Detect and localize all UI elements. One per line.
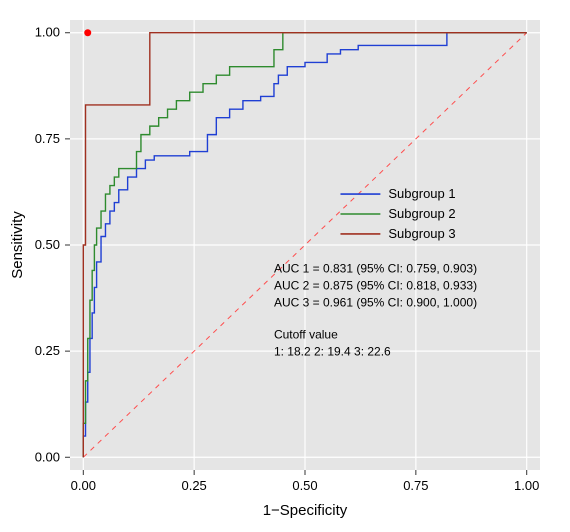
- y-tick-label: 1.00: [35, 25, 60, 40]
- legend-label: Subgroup 2: [388, 206, 455, 221]
- x-tick-label: 0.00: [71, 478, 96, 493]
- x-tick-label: 1.00: [514, 478, 539, 493]
- x-tick-label: 0.75: [403, 478, 428, 493]
- roc-svg: 0.00 0.25 0.50 0.75 1.00 0.00 0.25 0.50 0.75 1.00…: [0, 0, 570, 532]
- y-tick-label: 0.25: [35, 343, 60, 358]
- x-tick-label: 0.50: [292, 478, 317, 493]
- y-tick-label: 0.75: [35, 131, 60, 146]
- y-tick-label: 0.50: [35, 237, 60, 252]
- annotation-text: Cutoff value: [274, 327, 338, 341]
- annotation-text: AUC 3 = 0.961 (95% CI: 0.900, 1.000): [274, 296, 477, 310]
- x-tick-label: 0.25: [181, 478, 206, 493]
- annotation-text: 1: 18.2 2: 19.4 3: 22.6: [274, 344, 391, 358]
- optimal-point: [84, 29, 91, 36]
- x-axis-label: 1−Specificity: [263, 502, 348, 519]
- legend-label: Subgroup 3: [388, 226, 455, 241]
- y-tick-label: 0.00: [35, 449, 60, 464]
- legend-label: Subgroup 1: [388, 186, 455, 201]
- y-axis-label: Sensitivity: [9, 211, 26, 279]
- annotation-text: AUC 2 = 0.875 (95% CI: 0.818, 0.933): [274, 279, 477, 293]
- annotation-text: AUC 1 = 0.831 (95% CI: 0.759, 0.903): [274, 262, 477, 276]
- roc-chart: 0.00 0.25 0.50 0.75 1.00 0.00 0.25 0.50 0.75 1.00…: [0, 0, 570, 532]
